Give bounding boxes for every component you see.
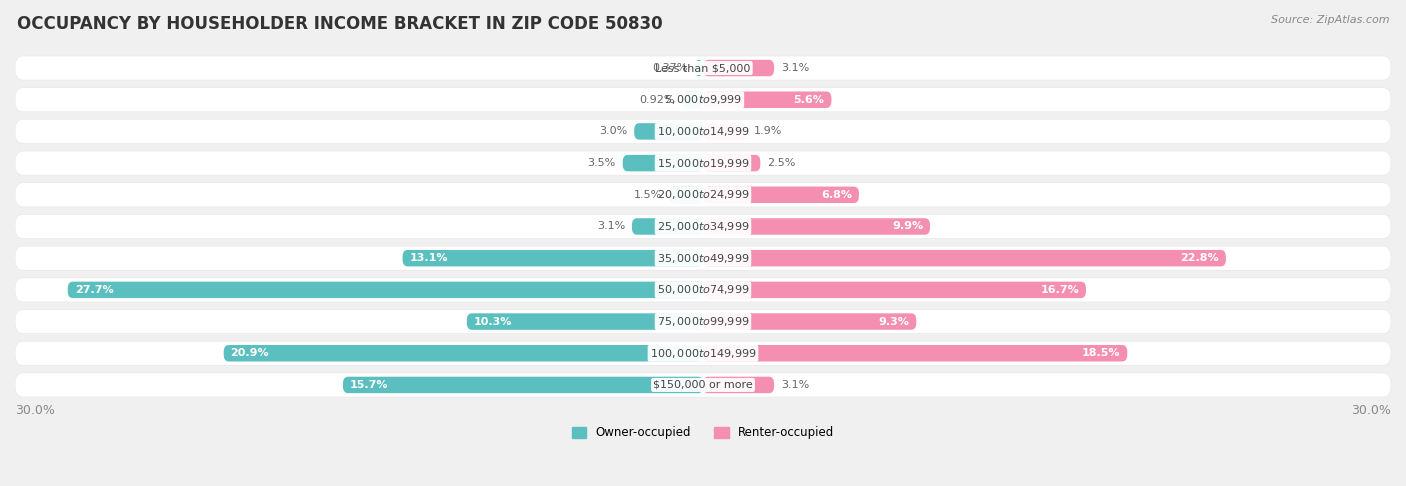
FancyBboxPatch shape (15, 151, 1391, 175)
Text: 2.5%: 2.5% (768, 158, 796, 168)
Text: 3.5%: 3.5% (588, 158, 616, 168)
Text: Source: ZipAtlas.com: Source: ZipAtlas.com (1271, 15, 1389, 25)
Text: $35,000 to $49,999: $35,000 to $49,999 (657, 252, 749, 265)
FancyBboxPatch shape (703, 345, 1128, 362)
FancyBboxPatch shape (15, 278, 1391, 302)
FancyBboxPatch shape (703, 218, 929, 235)
FancyBboxPatch shape (15, 120, 1391, 143)
Text: 0.37%: 0.37% (652, 63, 688, 73)
Text: $15,000 to $19,999: $15,000 to $19,999 (657, 156, 749, 170)
Text: 3.1%: 3.1% (780, 380, 810, 390)
FancyBboxPatch shape (15, 342, 1391, 365)
FancyBboxPatch shape (631, 218, 703, 235)
Text: 0.92%: 0.92% (640, 95, 675, 104)
FancyBboxPatch shape (15, 373, 1391, 397)
FancyBboxPatch shape (15, 87, 1391, 112)
FancyBboxPatch shape (467, 313, 703, 330)
Text: $10,000 to $14,999: $10,000 to $14,999 (657, 125, 749, 138)
FancyBboxPatch shape (343, 377, 703, 393)
FancyBboxPatch shape (15, 246, 1391, 271)
FancyBboxPatch shape (15, 246, 1391, 270)
Text: 1.9%: 1.9% (754, 126, 782, 137)
Text: 13.1%: 13.1% (409, 253, 449, 263)
Text: $100,000 to $149,999: $100,000 to $149,999 (650, 347, 756, 360)
Text: 30.0%: 30.0% (15, 404, 55, 417)
Text: 16.7%: 16.7% (1040, 285, 1080, 295)
FancyBboxPatch shape (15, 151, 1391, 175)
FancyBboxPatch shape (15, 119, 1391, 144)
Text: 9.3%: 9.3% (879, 316, 910, 327)
FancyBboxPatch shape (623, 155, 703, 172)
FancyBboxPatch shape (15, 309, 1391, 334)
Text: $20,000 to $24,999: $20,000 to $24,999 (657, 188, 749, 201)
FancyBboxPatch shape (15, 56, 1391, 80)
FancyBboxPatch shape (703, 60, 775, 76)
FancyBboxPatch shape (703, 313, 917, 330)
FancyBboxPatch shape (15, 183, 1391, 207)
Text: 27.7%: 27.7% (75, 285, 114, 295)
FancyBboxPatch shape (15, 278, 1391, 302)
Text: 3.0%: 3.0% (599, 126, 627, 137)
Text: Less than $5,000: Less than $5,000 (655, 63, 751, 73)
FancyBboxPatch shape (402, 250, 703, 266)
Text: 22.8%: 22.8% (1181, 253, 1219, 263)
FancyBboxPatch shape (15, 182, 1391, 207)
FancyBboxPatch shape (15, 310, 1391, 333)
FancyBboxPatch shape (695, 60, 703, 76)
Legend: Owner-occupied, Renter-occupied: Owner-occupied, Renter-occupied (567, 422, 839, 444)
Text: $50,000 to $74,999: $50,000 to $74,999 (657, 283, 749, 296)
FancyBboxPatch shape (703, 123, 747, 139)
FancyBboxPatch shape (682, 91, 703, 108)
Text: $5,000 to $9,999: $5,000 to $9,999 (664, 93, 742, 106)
FancyBboxPatch shape (15, 373, 1391, 397)
Text: OCCUPANCY BY HOUSEHOLDER INCOME BRACKET IN ZIP CODE 50830: OCCUPANCY BY HOUSEHOLDER INCOME BRACKET … (17, 15, 662, 33)
Text: 3.1%: 3.1% (780, 63, 810, 73)
Text: $75,000 to $99,999: $75,000 to $99,999 (657, 315, 749, 328)
Text: $25,000 to $34,999: $25,000 to $34,999 (657, 220, 749, 233)
FancyBboxPatch shape (669, 187, 703, 203)
FancyBboxPatch shape (703, 250, 1226, 266)
FancyBboxPatch shape (15, 88, 1391, 111)
FancyBboxPatch shape (703, 155, 761, 172)
Text: 9.9%: 9.9% (891, 222, 924, 231)
Text: $150,000 or more: $150,000 or more (654, 380, 752, 390)
FancyBboxPatch shape (67, 281, 703, 298)
FancyBboxPatch shape (15, 215, 1391, 238)
Text: 3.1%: 3.1% (596, 222, 626, 231)
Text: 30.0%: 30.0% (1351, 404, 1391, 417)
Text: 20.9%: 20.9% (231, 348, 269, 358)
Text: 6.8%: 6.8% (821, 190, 852, 200)
Text: 15.7%: 15.7% (350, 380, 388, 390)
FancyBboxPatch shape (703, 377, 775, 393)
FancyBboxPatch shape (703, 281, 1085, 298)
FancyBboxPatch shape (15, 341, 1391, 365)
Text: 5.6%: 5.6% (793, 95, 824, 104)
Text: 18.5%: 18.5% (1081, 348, 1121, 358)
FancyBboxPatch shape (15, 56, 1391, 80)
FancyBboxPatch shape (224, 345, 703, 362)
Text: 1.5%: 1.5% (634, 190, 662, 200)
FancyBboxPatch shape (15, 214, 1391, 239)
FancyBboxPatch shape (634, 123, 703, 139)
Text: 10.3%: 10.3% (474, 316, 512, 327)
FancyBboxPatch shape (703, 187, 859, 203)
FancyBboxPatch shape (703, 91, 831, 108)
